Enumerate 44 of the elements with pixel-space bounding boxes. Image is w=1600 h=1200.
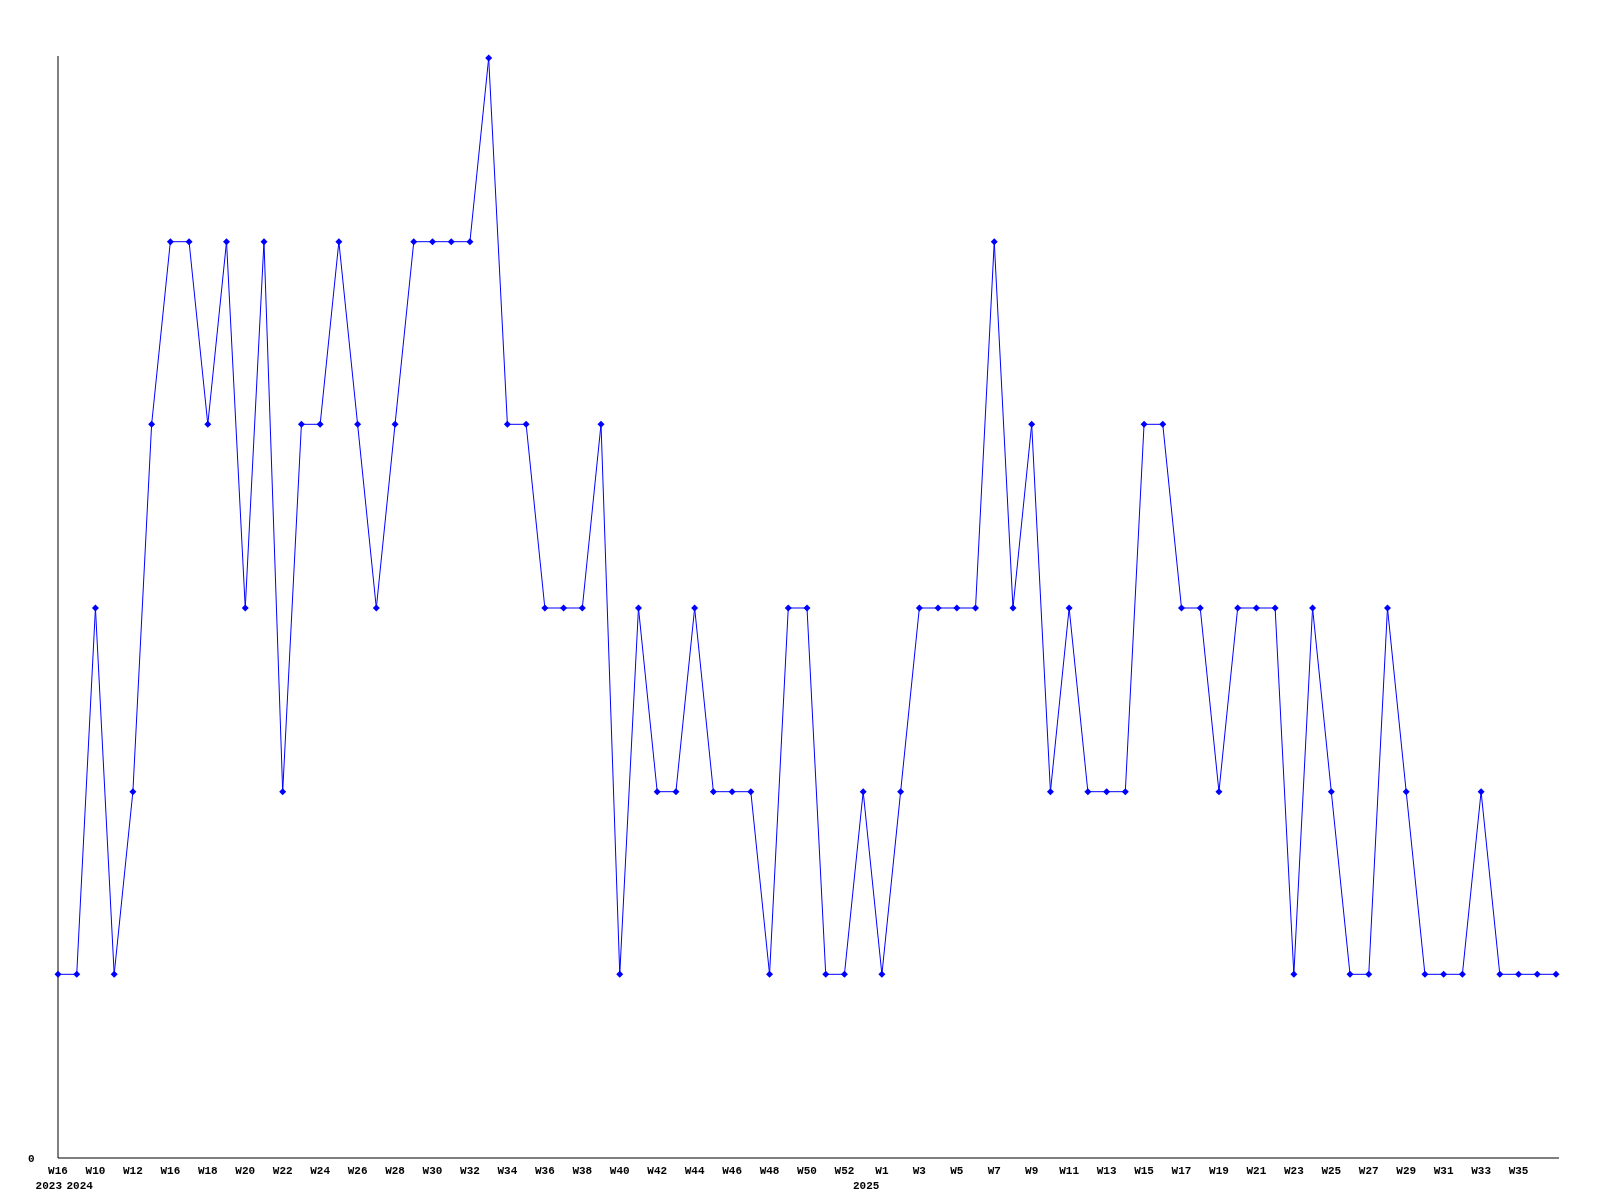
- x-tick-label: W19: [1209, 1165, 1229, 1177]
- x-tick-label: W25: [1321, 1165, 1342, 1177]
- x-tick-label: W9: [1025, 1165, 1039, 1177]
- text: 0: [28, 1153, 35, 1165]
- x-tick-label: W17: [1171, 1165, 1192, 1177]
- x-tick-label: W21: [1246, 1165, 1267, 1177]
- x-tick-label: W44: [684, 1165, 705, 1177]
- x-tick-label: W30: [422, 1165, 443, 1177]
- x-tick-label: W26: [347, 1165, 368, 1177]
- x-tick-label: W22: [272, 1165, 293, 1177]
- x-tick-label: W23: [1283, 1165, 1305, 1177]
- x-tick-label: 2024: [66, 1180, 94, 1192]
- x-tick-label: W15: [1134, 1165, 1155, 1177]
- x-tick-label: W38: [572, 1165, 593, 1177]
- x-tick-label: W31: [1433, 1165, 1454, 1177]
- x-tick-label: W16: [48, 1165, 68, 1177]
- x-tick-label: W27: [1358, 1165, 1379, 1177]
- x-tick-label: W18: [197, 1165, 219, 1177]
- x-tick-label: W33: [1471, 1165, 1492, 1177]
- x-tick-label: W46: [722, 1165, 743, 1177]
- x-tick-label: W48: [759, 1165, 780, 1177]
- x-tick-label: W12: [122, 1165, 143, 1177]
- x-tick-label: W36: [534, 1165, 555, 1177]
- x-tick-label: W20: [235, 1165, 256, 1177]
- x-tick-label: W52: [834, 1165, 855, 1177]
- x-tick-label: W3: [912, 1165, 927, 1177]
- x-tick-label: W32: [460, 1165, 480, 1177]
- x-tick-label: W29: [1396, 1165, 1417, 1177]
- x-tick-label: W35: [1508, 1165, 1529, 1177]
- text: 2023: [35, 1180, 63, 1192]
- x-tick-label: W50: [797, 1165, 817, 1177]
- x-tick-label: W24: [310, 1165, 331, 1177]
- x-tick-label: W7: [987, 1165, 1001, 1177]
- x-tick-label: W5: [950, 1165, 964, 1177]
- x-tick-label: W42: [647, 1165, 668, 1177]
- x-tick-label: W40: [609, 1165, 630, 1177]
- x-tick-label: W1: [875, 1165, 889, 1177]
- x-tick-label: W11: [1059, 1165, 1080, 1177]
- x-tick-label: W16: [160, 1165, 181, 1177]
- x-tick-label: W13: [1096, 1165, 1117, 1177]
- x-tick-label: W34: [497, 1165, 518, 1177]
- x-tick-label: W10: [85, 1165, 106, 1177]
- x-tick-label: 2025: [852, 1180, 880, 1192]
- x-tick-label: W28: [385, 1165, 406, 1177]
